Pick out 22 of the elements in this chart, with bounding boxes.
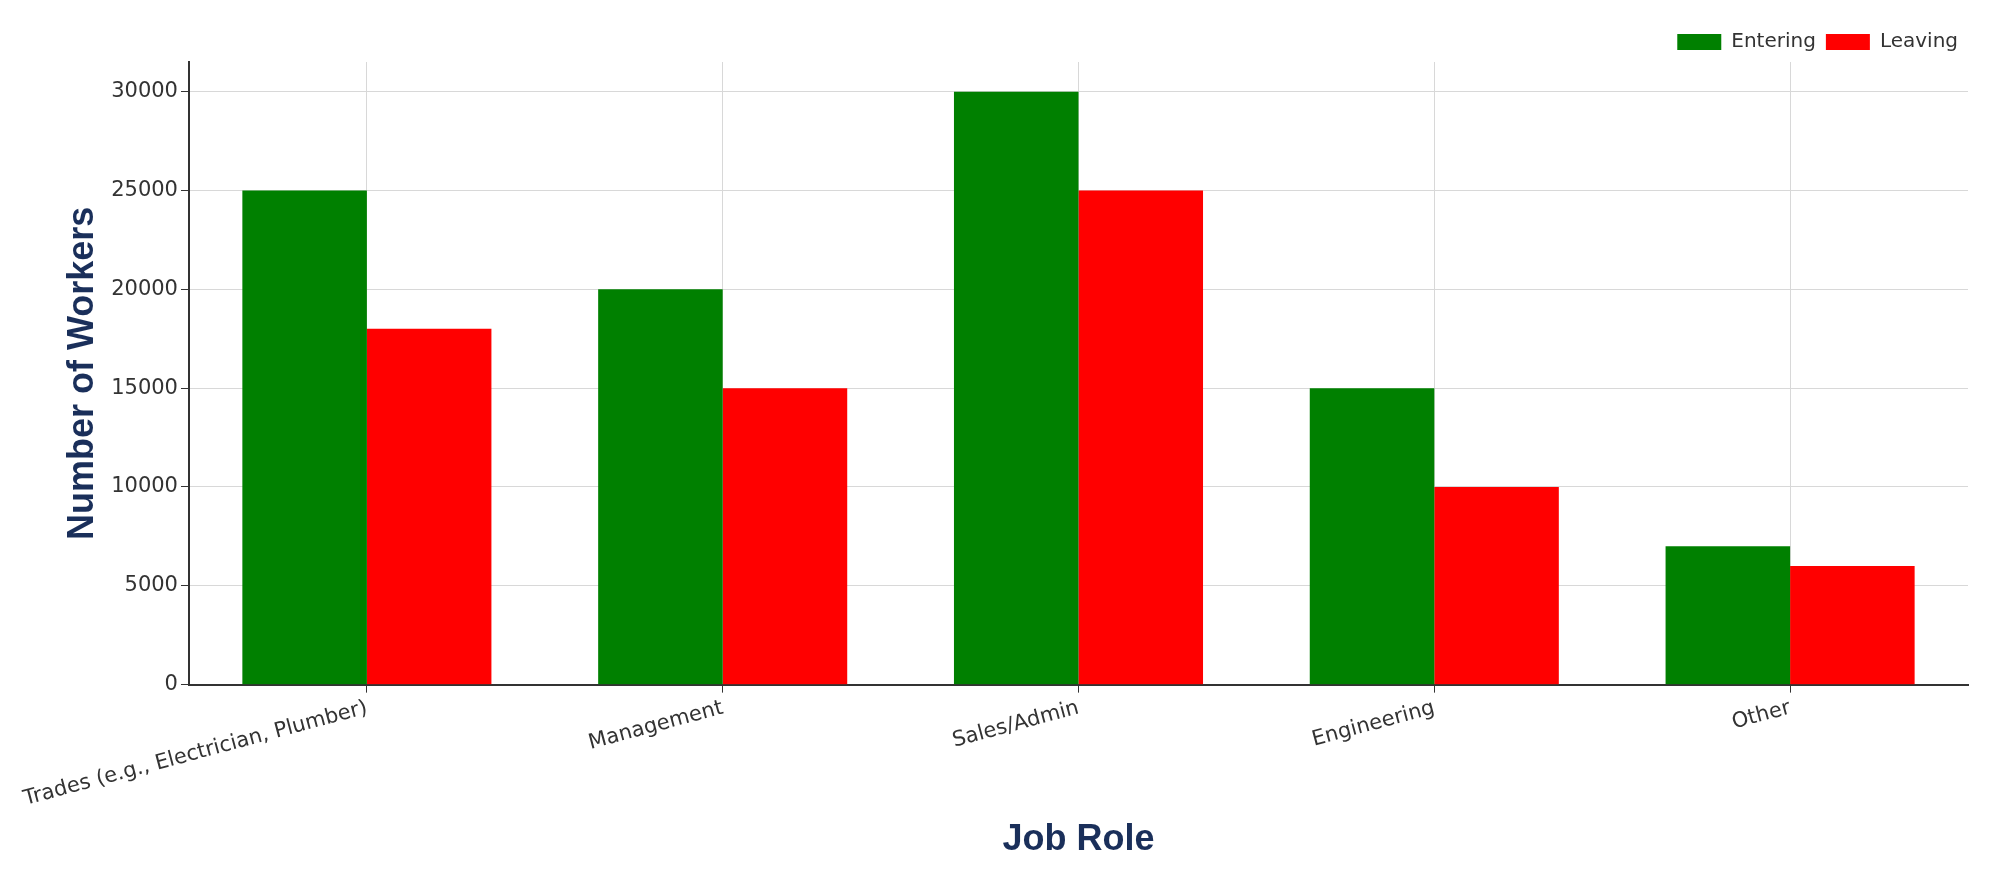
legend-label: Leaving: [1879, 28, 1959, 53]
bar: [1309, 388, 1435, 685]
legend-label: Entering: [1731, 28, 1816, 53]
y-axis-title: Number of Workers: [59, 206, 101, 541]
x-tick-label: Other: [1728, 694, 1794, 734]
y-tick-label: 10000: [111, 473, 178, 498]
y-tick-label: 20000: [111, 275, 178, 300]
bar: [1790, 566, 1915, 685]
y-tick-label: 25000: [111, 176, 178, 201]
bar: [1434, 486, 1559, 685]
bar: [1665, 546, 1791, 685]
y-tick-label: 0: [164, 671, 178, 696]
bar: [722, 388, 848, 685]
bar: [598, 289, 723, 685]
bar: [242, 190, 367, 685]
y-tick-label: 5000: [124, 572, 178, 597]
y-tick-label: 15000: [111, 374, 178, 399]
x-axis-title: Job Role: [1002, 817, 1155, 859]
bar: [953, 91, 1079, 685]
y-tick-label: 30000: [111, 78, 178, 103]
bar: [1078, 190, 1204, 685]
bar: [366, 328, 492, 685]
